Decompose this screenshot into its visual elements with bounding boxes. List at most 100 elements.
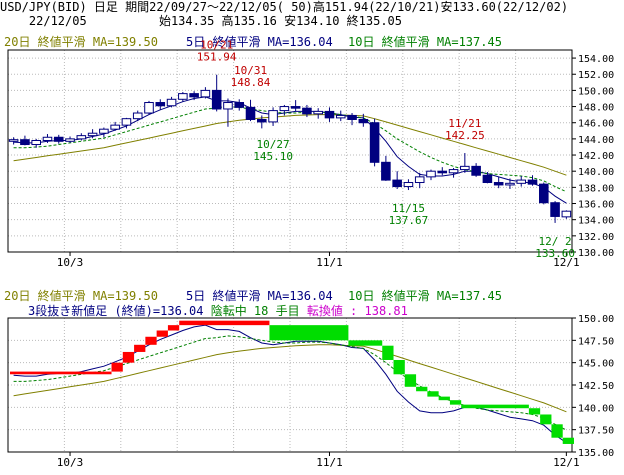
candle-body	[381, 161, 391, 181]
candle-body	[268, 110, 278, 123]
candle-body	[178, 93, 188, 100]
new-price-brick-down	[427, 391, 439, 397]
candle-body	[76, 135, 87, 140]
new-price-brick-up	[111, 362, 123, 372]
top-ytick-label: 140.00	[578, 167, 614, 178]
top-legend-ma10: 10日 終値平滑 MA=137.45	[348, 34, 502, 49]
top-ytick-label: 152.00	[578, 70, 614, 81]
top-xtick-label: 12/1	[553, 256, 580, 269]
price-annotation-high: 11/21	[448, 117, 481, 130]
candle-body	[53, 136, 64, 142]
new-price-brick-down	[393, 359, 405, 375]
candle-body	[493, 182, 504, 186]
candle-body	[437, 170, 448, 174]
price-annotation-high: 148.84	[231, 76, 271, 89]
top-ytick-label: 142.00	[578, 151, 614, 162]
new-price-brick-down	[416, 386, 428, 392]
new-price-brick-down	[461, 404, 529, 409]
top-ytick-label: 132.00	[578, 232, 614, 243]
top-ytick-label: 148.00	[578, 103, 614, 114]
new-price-brick-down	[449, 400, 462, 405]
new-price-brick-down	[404, 374, 417, 387]
candle-body	[166, 98, 177, 107]
candle-body	[460, 165, 470, 171]
candle-body	[403, 182, 414, 188]
top-legend-ma5: 5日 終値平滑 MA=136.04	[186, 34, 333, 49]
top-ytick-label: 130.00	[578, 248, 614, 259]
top-ytick-label: 146.00	[578, 119, 614, 130]
candle-body	[448, 169, 459, 174]
bottom-ytick-label: 137.50	[578, 426, 614, 437]
bottom-ytick-label: 145.00	[578, 359, 614, 370]
candle-body	[211, 89, 222, 110]
candle-body	[550, 202, 560, 217]
candle-body	[87, 132, 98, 137]
top-ytick-label: 150.00	[578, 86, 614, 97]
bottom-ytick-label: 147.50	[578, 336, 614, 347]
candlestick-panel: 130.00 132.00 134.00 136.00 138.00 140.00 142.…	[7, 39, 614, 269]
candle-body	[324, 110, 335, 119]
top-legend-ma20: 20日 終値平滑 MA=139.50	[4, 34, 158, 49]
new-price-brick-down	[438, 396, 450, 401]
candle-body	[20, 139, 30, 146]
new-price-brick-down	[269, 325, 349, 341]
new-price-brick-down	[528, 408, 541, 415]
bottom-ytick-label: 150.00	[578, 314, 614, 325]
kagi-info: 3段抜き新値足 (終値)=136.04 陰転中 18 手目 転換値 : 138.…	[28, 303, 408, 318]
top-ytick-label: 138.00	[578, 183, 614, 194]
new-price-brick-up	[10, 371, 112, 375]
new-price-brick-down	[540, 414, 552, 425]
candle-body	[99, 128, 109, 134]
new-price-brick-down	[382, 345, 394, 360]
candle-body	[347, 114, 357, 120]
candle-body	[482, 174, 493, 184]
price-annotation-low: 12/ 2	[539, 235, 572, 248]
bottom-ma20-line	[13, 344, 567, 413]
top-plot-frame	[7, 49, 573, 253]
candle-body	[279, 106, 290, 112]
candle-body	[516, 179, 527, 184]
candle-body	[223, 102, 233, 110]
new-price-brick-up	[179, 320, 270, 326]
candle-body	[290, 106, 301, 109]
bottom-ytick-label: 142.50	[578, 381, 614, 392]
bottom-ytick-label: 135.00	[578, 448, 614, 459]
price-annotation-low: 10/27	[257, 138, 290, 151]
candle-body	[257, 118, 267, 123]
new-price-brick-up	[167, 325, 180, 331]
candle-body	[8, 139, 19, 142]
price-annotation-low: 145.10	[253, 150, 293, 163]
new-price-brick-up	[156, 330, 168, 337]
top-ma20-line	[13, 114, 567, 176]
candle-body	[189, 93, 199, 98]
price-annotation-low: 133.60	[535, 247, 575, 260]
candle-body	[471, 165, 481, 176]
new-price-brick-down	[562, 437, 574, 444]
new-price-brick-up	[134, 344, 146, 352]
candle-body	[505, 182, 515, 186]
price-annotation-low: 137.67	[389, 214, 429, 227]
bottom-xtick-label: 12/1	[553, 456, 580, 469]
kagi-panel: 135.00 137.50 140.00 142.50 145.00 147.50 150.…	[7, 314, 614, 469]
top-ma10-line	[13, 106, 567, 193]
candle-body	[414, 176, 425, 184]
bottom-legend-ma10: 10日 終値平滑 MA=137.45	[348, 288, 502, 303]
bottom-legend-ma5: 5日 終値平滑 MA=136.04	[186, 288, 333, 303]
top-xtick-label: 10/3	[57, 256, 84, 269]
bottom-ytick-label: 140.00	[578, 403, 614, 414]
candle-body	[110, 124, 120, 130]
candle-body	[335, 114, 346, 119]
new-price-brick-down	[551, 424, 563, 438]
bottom-xtick-label: 10/3	[57, 456, 84, 469]
top-ytick-label: 134.00	[578, 216, 614, 227]
price-annotation-high: 151.94	[197, 51, 237, 64]
candle-body	[561, 210, 572, 218]
header-info-line1: USD/JPY(BID) 日足 期間22/09/27～22/12/05( 50)…	[0, 0, 569, 14]
kagi-info-status: 陰転中 18 手目	[211, 303, 300, 318]
candle-body	[426, 170, 436, 178]
candle-body	[132, 112, 143, 120]
candle-body	[200, 89, 211, 98]
candle-body	[144, 102, 154, 114]
candle-body	[302, 107, 312, 115]
